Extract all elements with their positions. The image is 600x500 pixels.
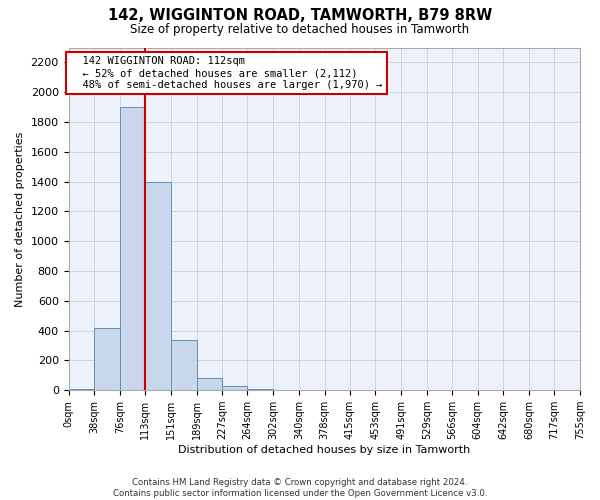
Text: Contains HM Land Registry data © Crown copyright and database right 2024.
Contai: Contains HM Land Registry data © Crown c… — [113, 478, 487, 498]
Text: 142, WIGGINTON ROAD, TAMWORTH, B79 8RW: 142, WIGGINTON ROAD, TAMWORTH, B79 8RW — [108, 8, 492, 22]
Bar — [171, 340, 197, 390]
X-axis label: Distribution of detached houses by size in Tamworth: Distribution of detached houses by size … — [178, 445, 470, 455]
Bar — [223, 386, 247, 390]
Bar — [120, 107, 145, 390]
Bar — [68, 388, 94, 390]
Text: Size of property relative to detached houses in Tamworth: Size of property relative to detached ho… — [130, 22, 470, 36]
Y-axis label: Number of detached properties: Number of detached properties — [15, 131, 25, 306]
Bar — [94, 328, 120, 390]
Bar — [197, 378, 223, 390]
Bar — [247, 388, 273, 390]
Text: 142 WIGGINTON ROAD: 112sqm
  ← 52% of detached houses are smaller (2,112)
  48% : 142 WIGGINTON ROAD: 112sqm ← 52% of deta… — [70, 56, 382, 90]
Bar — [145, 182, 171, 390]
